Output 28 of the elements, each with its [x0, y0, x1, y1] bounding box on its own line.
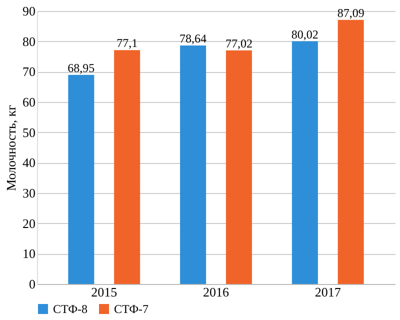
- y-tick-label: 10: [22, 246, 36, 262]
- y-tick-label: 50: [22, 124, 36, 140]
- y-tick-label: 60: [22, 94, 36, 110]
- bar: [338, 20, 364, 284]
- y-tick-label: 80: [22, 34, 36, 49]
- y-tick-label: 70: [22, 64, 36, 80]
- bar: [226, 50, 252, 284]
- bar: [180, 45, 206, 284]
- bar: [292, 41, 318, 284]
- legend-label: СТФ-7: [114, 302, 149, 316]
- x-tick-label: 2017: [314, 284, 342, 300]
- x-tick-label: 2016: [203, 284, 230, 300]
- y-tick-label: 30: [22, 186, 36, 200]
- data-label: 77,1: [116, 36, 138, 50]
- data-label: 78,64: [180, 31, 207, 46]
- y-axis-title: Молочность, кг: [4, 104, 18, 192]
- data-label: 77,02: [225, 36, 252, 50]
- x-tick-label: 2015: [91, 284, 118, 300]
- bar: [68, 74, 94, 284]
- y-tick-label: 20: [22, 216, 36, 231]
- legend-label: СТФ-8: [53, 302, 88, 316]
- y-tick-label: 40: [22, 155, 36, 170]
- y-tick-label: 90: [22, 4, 36, 18]
- data-label: 80,02: [291, 27, 318, 42]
- bar: [114, 50, 140, 284]
- data-label: 87,09: [337, 6, 364, 20]
- data-label: 68,95: [68, 60, 95, 75]
- y-tick-label: 0: [29, 276, 36, 292]
